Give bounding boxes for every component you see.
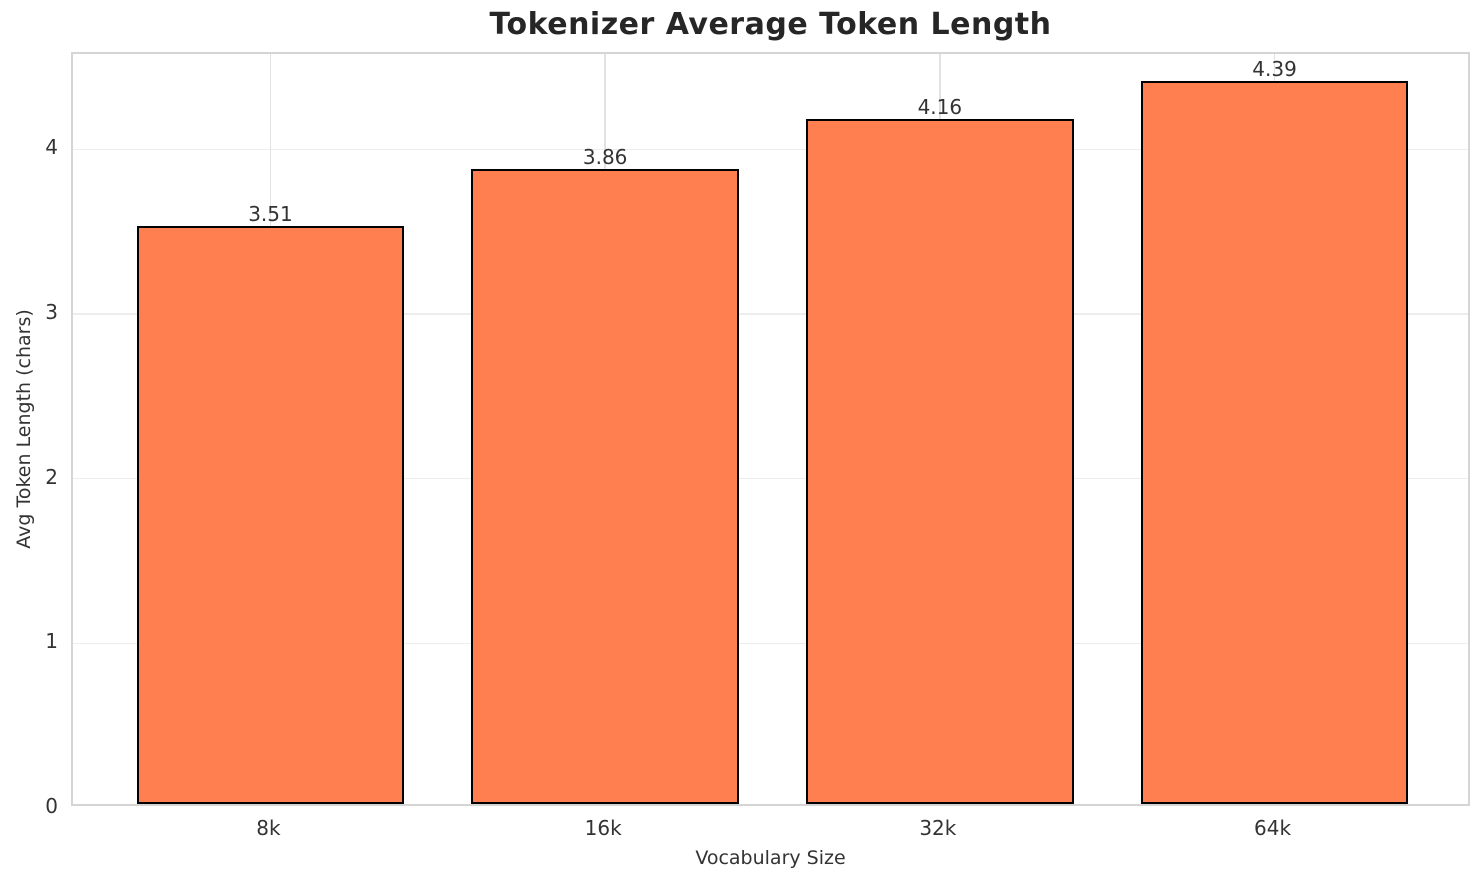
bar-value-label: 4.16 bbox=[917, 95, 963, 120]
grid-line-h bbox=[73, 642, 1468, 645]
grid-line-h bbox=[73, 313, 1468, 315]
grid-line-h bbox=[73, 477, 1468, 480]
x-tick-label: 16k bbox=[584, 816, 622, 840]
chart-title: Tokenizer Average Token Length bbox=[489, 7, 1052, 42]
bar-value-label: 3.86 bbox=[582, 144, 628, 169]
y-tick-label: 4 bbox=[45, 135, 58, 160]
x-axis-label: Vocabulary Size bbox=[695, 847, 846, 869]
grid-line-h bbox=[73, 148, 1468, 151]
y-tick-label: 2 bbox=[45, 464, 58, 489]
bar-64k bbox=[1140, 81, 1409, 804]
bar-value-label: 3.51 bbox=[248, 202, 293, 227]
bar-32k bbox=[805, 119, 1074, 804]
bar-16k bbox=[471, 168, 740, 804]
x-tick-label: 8k bbox=[256, 816, 281, 840]
plot-area: 3.51 3.86 4.16 4.39 bbox=[71, 52, 1470, 806]
x-tick-label: 32k bbox=[919, 816, 957, 840]
y-axis-label: Avg Token Length (chars) bbox=[13, 309, 35, 549]
y-tick-label: 0 bbox=[45, 794, 58, 818]
bar-8k bbox=[136, 226, 405, 804]
x-tick-label: 64k bbox=[1254, 816, 1292, 840]
y-tick-label: 1 bbox=[45, 629, 58, 654]
bar-value-label: 4.39 bbox=[1252, 57, 1297, 82]
y-tick-label: 3 bbox=[45, 300, 58, 325]
